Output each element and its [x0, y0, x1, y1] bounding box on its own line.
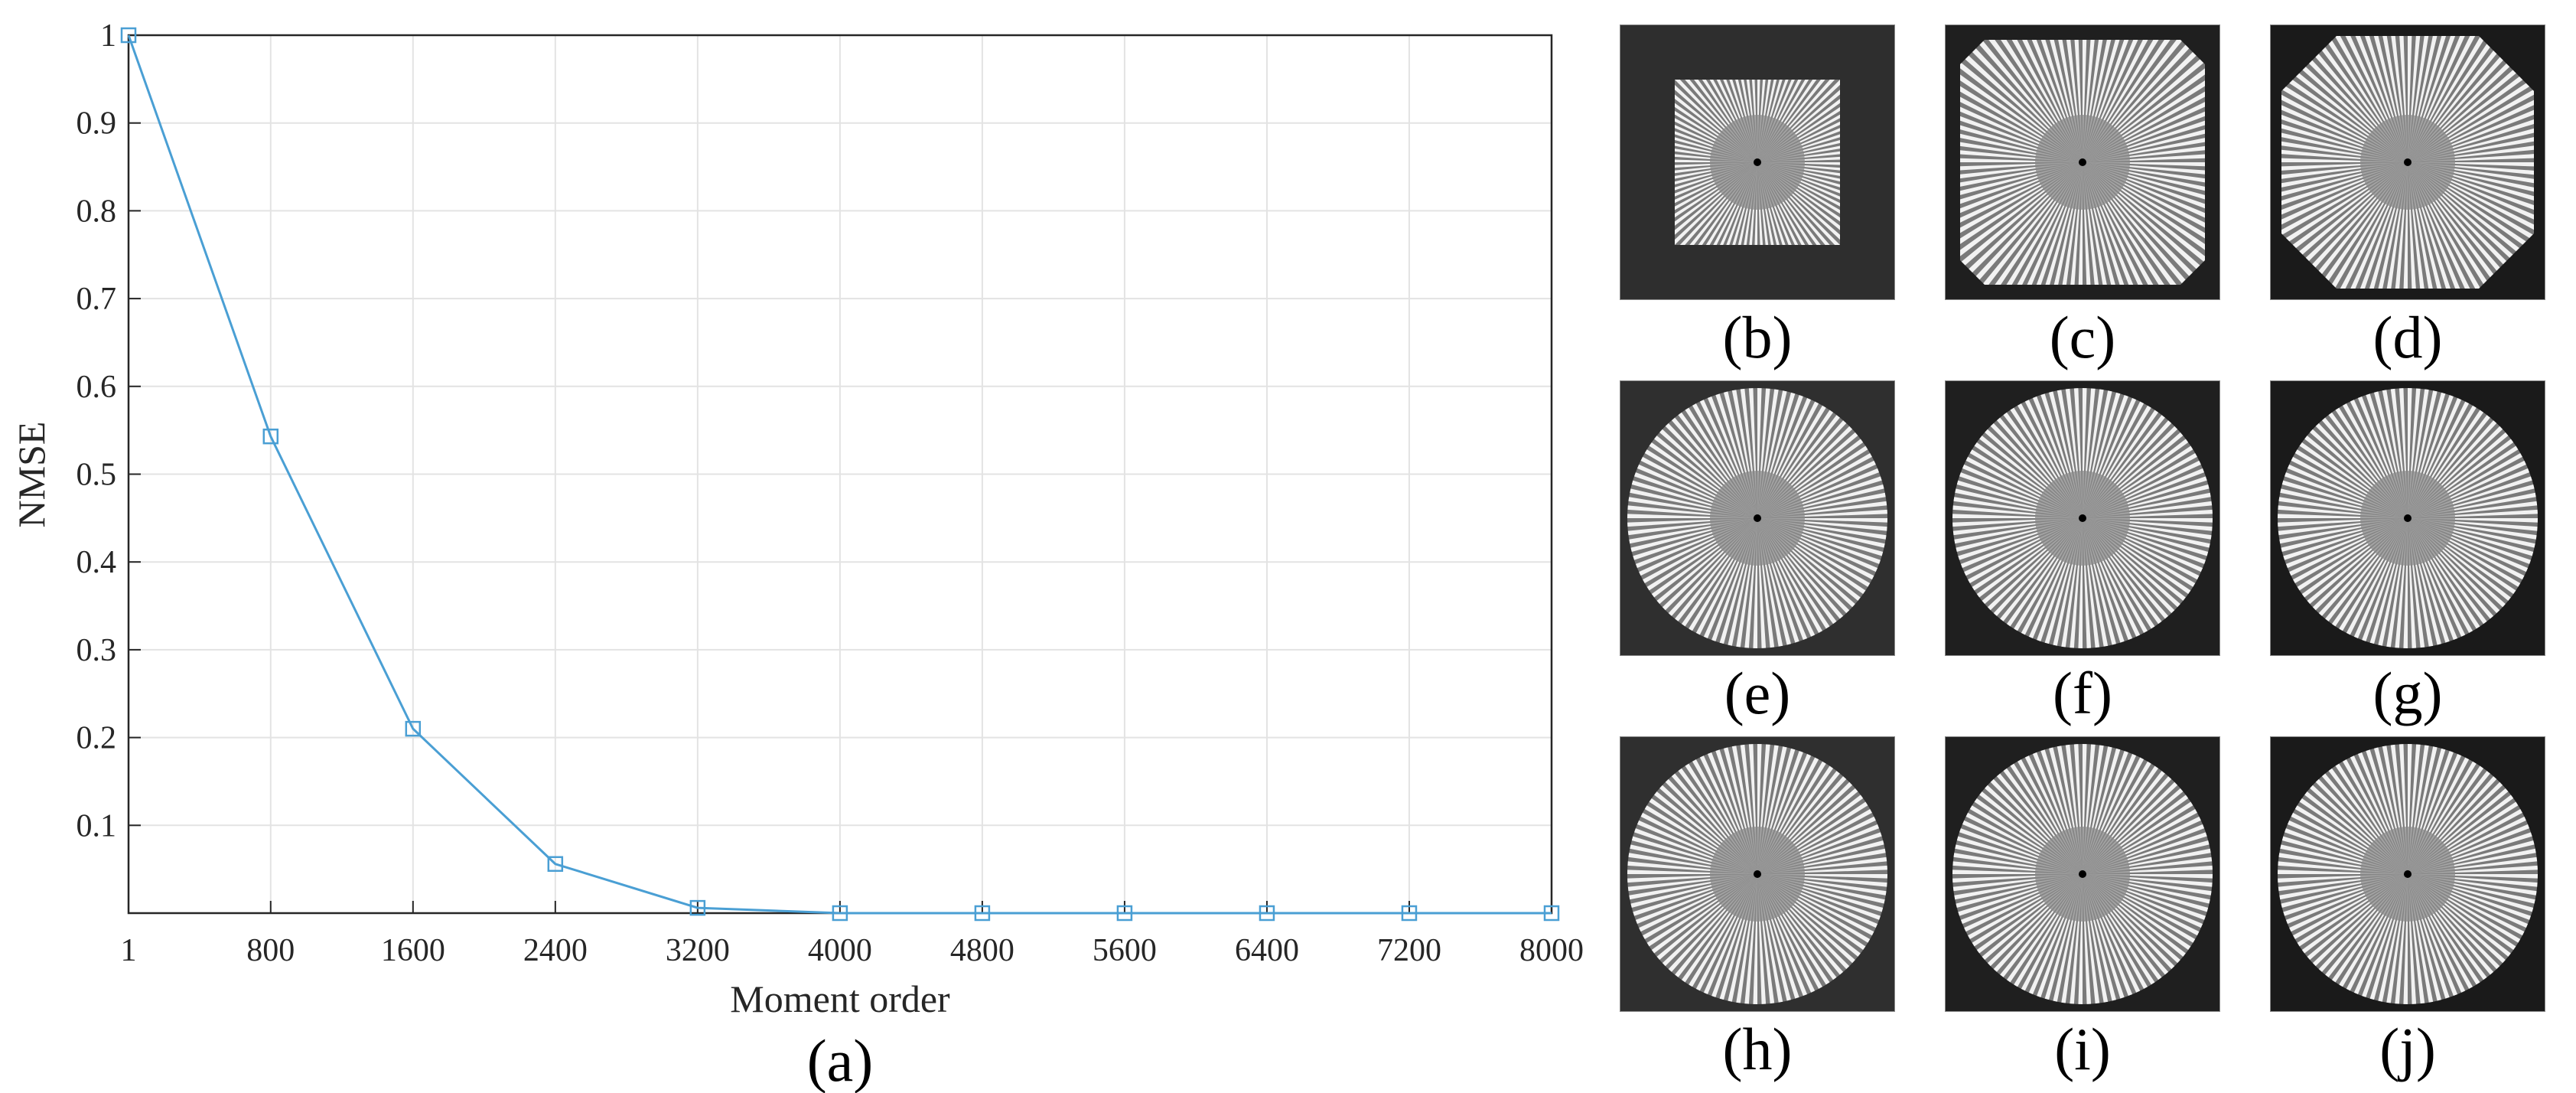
- reconstruction-panel: [2270, 380, 2545, 656]
- data-point: [262, 428, 279, 445]
- center-dot: [2404, 514, 2412, 522]
- y-tick-label: 1: [100, 18, 116, 54]
- x-ticks: 1 800 1600 2400 3200 4000 4800 5600 6400 7200 8000: [121, 901, 1584, 968]
- y-axis-label: NMSE: [10, 422, 53, 528]
- data-point: [832, 905, 848, 922]
- y-tick-label: 0.4: [77, 545, 117, 580]
- siemens-star-image: [1945, 380, 2220, 656]
- x-tick-label: 6400: [1235, 933, 1299, 968]
- panel-caption: (g): [2372, 660, 2443, 726]
- star-pattern: [1675, 80, 1840, 245]
- y-tick-label: 0.7: [77, 282, 117, 317]
- reconstruction-panel: [1620, 24, 1895, 300]
- y-tick-label: 0.1: [77, 808, 117, 843]
- center-dot: [1754, 514, 1761, 522]
- center-dot: [2404, 158, 2412, 166]
- x-tick-label: 5600: [1093, 933, 1157, 968]
- panel-caption: (b): [1722, 304, 1793, 370]
- panel-caption: (c): [2049, 304, 2116, 370]
- center-dot: [1754, 158, 1761, 166]
- data-point: [1116, 905, 1133, 922]
- markers: [120, 27, 1560, 922]
- reconstruction-panel: [2270, 736, 2545, 1012]
- reconstruction-panel: [1945, 24, 2220, 300]
- panel-caption: (d): [2372, 304, 2443, 370]
- x-tick-label: 1600: [381, 933, 445, 968]
- siemens-star-image: [2270, 736, 2545, 1012]
- y-tick-label: 0.5: [77, 458, 117, 493]
- x-tick-label: 2400: [523, 933, 588, 968]
- star-pattern: [1952, 388, 2213, 648]
- siemens-star-image: [1620, 24, 1895, 300]
- x-tick-label: 4800: [950, 933, 1014, 968]
- center-dot: [2079, 870, 2086, 878]
- data-point: [1401, 905, 1418, 922]
- y-tick-label: 0.3: [77, 633, 117, 668]
- panel-caption: (j): [2379, 1016, 2436, 1082]
- siemens-star-image: [2270, 380, 2545, 656]
- siemens-star-image: [1945, 736, 2220, 1012]
- panel-caption: (e): [1724, 660, 1791, 726]
- siemens-star-image: [1945, 24, 2220, 300]
- x-axis-label: Moment order: [730, 977, 950, 1020]
- y-tick-label: 0.8: [77, 194, 117, 229]
- data-point: [974, 905, 991, 922]
- nmse-chart: 1 800 1600 2400 3200 4000 4800 5600 6400 7200 8000…: [10, 18, 1584, 1093]
- star-pattern: [1627, 388, 1887, 648]
- y-tick-label: 0.6: [77, 370, 117, 405]
- center-dot: [2079, 514, 2086, 522]
- siemens-star-image: [1620, 736, 1895, 1012]
- data-point: [405, 720, 422, 737]
- center-dot: [2404, 870, 2412, 878]
- y-tick-label: 0.2: [77, 721, 117, 756]
- x-tick-label: 7200: [1377, 933, 1441, 968]
- x-tick-label: 800: [246, 933, 295, 968]
- series-line: [127, 34, 1552, 915]
- data-point: [120, 27, 137, 44]
- data-point: [1259, 905, 1275, 922]
- star-pattern: [2281, 36, 2534, 289]
- center-dot: [1754, 870, 1761, 878]
- x-tick-label: 1: [121, 933, 137, 968]
- panel-label-a: (a): [807, 1027, 874, 1093]
- reconstruction-panel: [1945, 736, 2220, 1012]
- siemens-star-image: [2270, 24, 2545, 300]
- star-pattern: [2278, 388, 2538, 648]
- reconstruction-panel: [2270, 24, 2545, 300]
- data-point: [689, 899, 706, 916]
- data-point: [547, 856, 564, 873]
- panel-caption: (i): [2054, 1016, 2111, 1082]
- siemens-star-image: [1620, 380, 1895, 656]
- panel-caption: (f): [2053, 660, 2112, 726]
- data-point: [1543, 905, 1560, 922]
- panel-caption: (h): [1722, 1016, 1793, 1082]
- x-tick-label: 3200: [666, 933, 730, 968]
- center-dot: [2079, 158, 2086, 166]
- reconstruction-panel: [1620, 380, 1895, 656]
- y-tick-label: 0.9: [77, 106, 117, 142]
- y-ticks: 0.1 0.2 0.3 0.4 0.5 0.6 0.7 0.8 0.9 1: [77, 18, 141, 843]
- reconstruction-panel: [1620, 736, 1895, 1012]
- grid: [128, 34, 1552, 913]
- star-pattern: [1627, 744, 1887, 1004]
- star-pattern: [2278, 744, 2538, 1004]
- star-pattern: [1952, 744, 2213, 1004]
- x-tick-label: 8000: [1519, 933, 1584, 968]
- reconstruction-panel: [1945, 380, 2220, 656]
- x-tick-label: 4000: [808, 933, 872, 968]
